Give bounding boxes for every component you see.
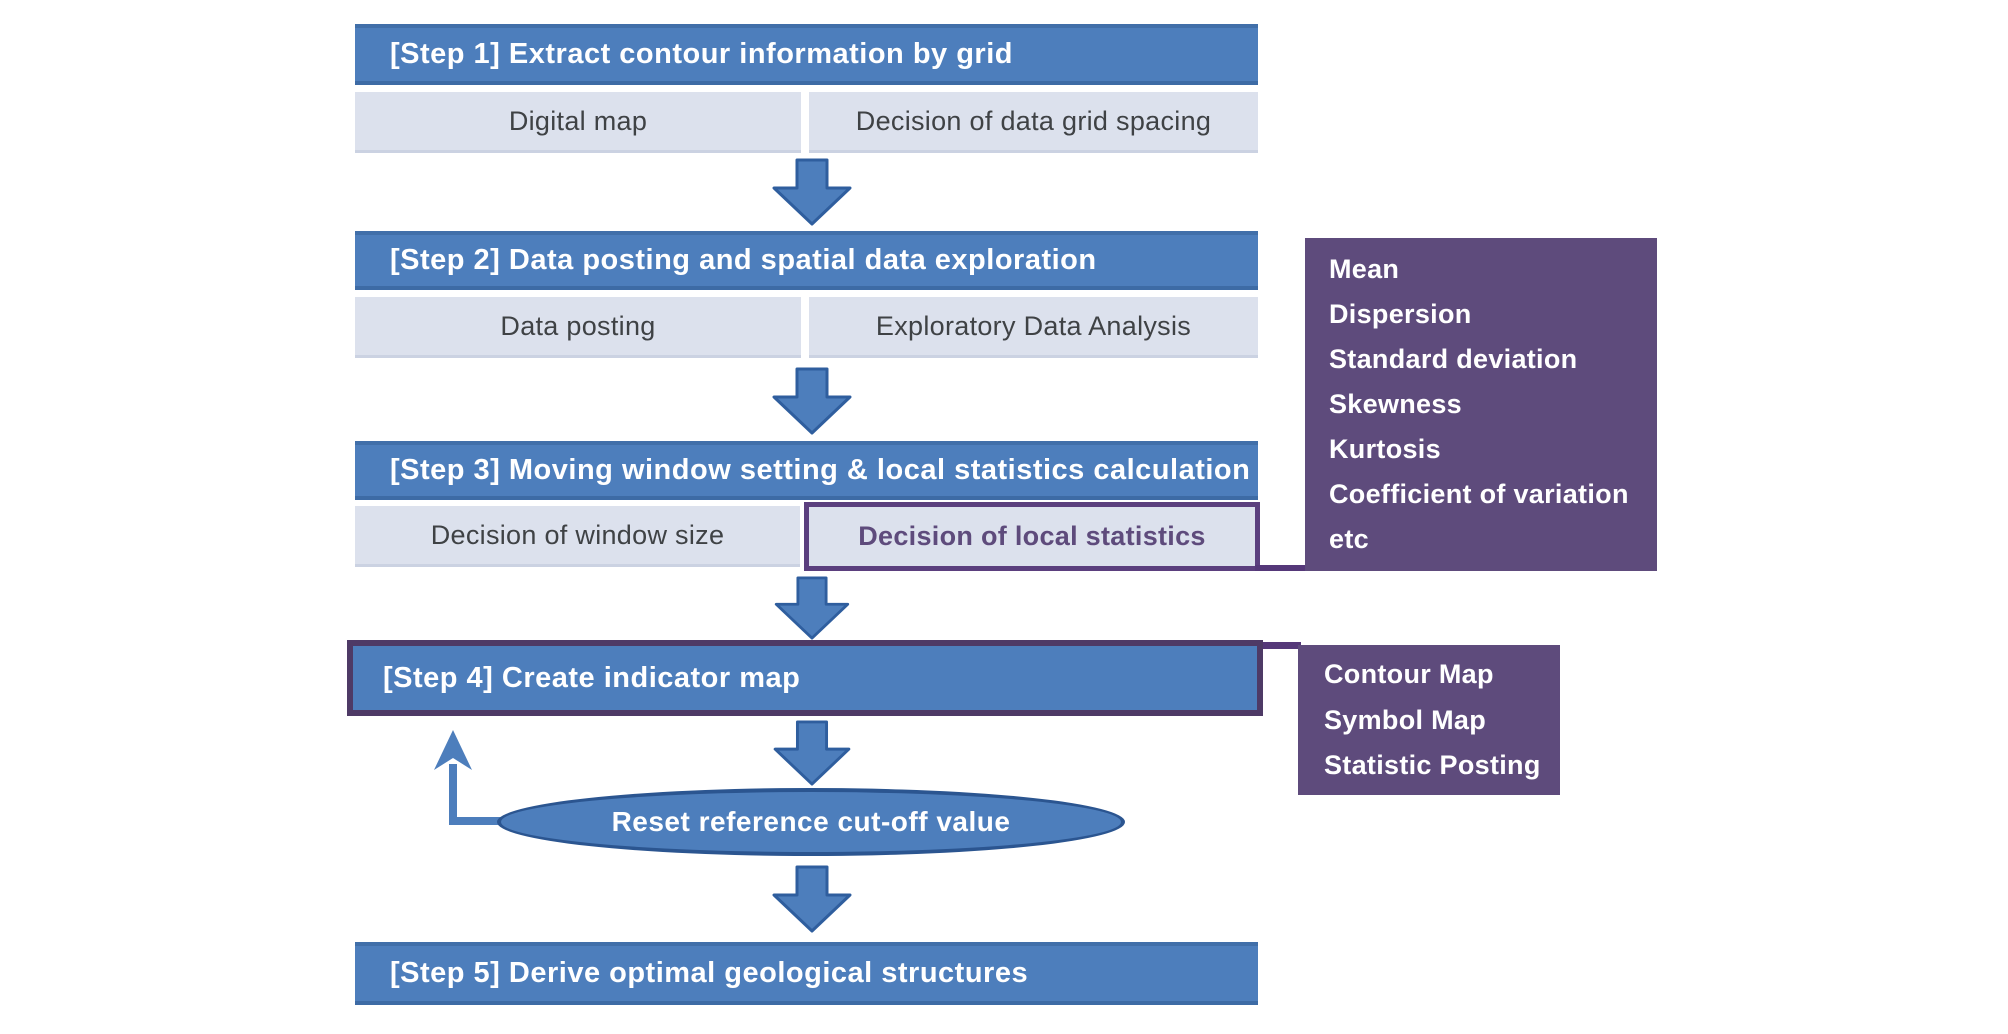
step3-sub-left-label: Decision of window size bbox=[430, 519, 725, 550]
down-arrow-icon bbox=[772, 862, 852, 936]
step3-label: [Step 3] Moving window setting & local s… bbox=[390, 454, 1251, 486]
step3-sub-window-size: Decision of window size bbox=[355, 506, 800, 567]
map-item: Symbol Map bbox=[1324, 704, 1487, 735]
step4-label: [Step 4] Create indicator map bbox=[383, 661, 801, 694]
reset-cutoff-ellipse: Reset reference cut-off value bbox=[497, 788, 1125, 856]
statistics-panel: Mean Dispersion Standard deviation Skewn… bbox=[1305, 238, 1657, 571]
connector-line-statistics bbox=[1255, 565, 1307, 571]
step3-header: [Step 3] Moving window setting & local s… bbox=[355, 441, 1258, 500]
stat-item: Skewness bbox=[1329, 389, 1462, 419]
step2-label: [Step 2] Data posting and spatial data e… bbox=[390, 244, 1097, 276]
stat-item: Mean bbox=[1329, 254, 1400, 284]
step4-header: [Step 4] Create indicator map bbox=[353, 646, 1257, 710]
reset-cutoff-label: Reset reference cut-off value bbox=[611, 806, 1011, 837]
step2-sub-left-label: Data posting bbox=[500, 310, 656, 341]
map-item: Statistic Posting bbox=[1324, 750, 1541, 780]
stat-item: etc bbox=[1329, 524, 1369, 554]
step1-sub-right-label: Decision of data grid spacing bbox=[855, 105, 1212, 136]
step4-bar: [Step 4] Create indicator map bbox=[347, 640, 1263, 716]
step1-header: [Step 1] Extract contour information by … bbox=[355, 24, 1258, 85]
step3-sub-right-label: Decision of local statistics bbox=[858, 521, 1206, 551]
step1-label: [Step 1] Extract contour information by … bbox=[390, 38, 1013, 70]
stat-item: Coefficient of variation bbox=[1329, 479, 1629, 509]
step5-label: [Step 5] Derive optimal geological struc… bbox=[390, 957, 1029, 989]
step1-sub-grid-spacing: Decision of data grid spacing bbox=[809, 92, 1258, 153]
down-arrow-icon bbox=[772, 366, 852, 436]
step1-sub-left-label: Digital map bbox=[508, 105, 648, 136]
step2-sub-right-label: Exploratory Data Analysis bbox=[875, 310, 1192, 341]
down-arrow-icon bbox=[772, 720, 852, 786]
down-arrow-icon bbox=[772, 576, 852, 640]
step2-sub-eda: Exploratory Data Analysis bbox=[809, 297, 1258, 358]
step1-sub-digital-map: Digital map bbox=[355, 92, 801, 153]
stat-item: Dispersion bbox=[1329, 299, 1472, 329]
step5-header: [Step 5] Derive optimal geological struc… bbox=[355, 942, 1258, 1005]
down-arrow-icon bbox=[772, 157, 852, 227]
step3-sub-local-statistics: Decision of local statistics bbox=[804, 502, 1260, 571]
map-item: Contour Map bbox=[1324, 659, 1494, 689]
step2-sub-data-posting: Data posting bbox=[355, 297, 801, 358]
loop-back-arrow-icon bbox=[420, 726, 510, 828]
stat-item: Kurtosis bbox=[1329, 434, 1441, 464]
connector-line-maps bbox=[1263, 642, 1301, 649]
stat-item: Standard deviation bbox=[1329, 344, 1578, 374]
step2-header: [Step 2] Data posting and spatial data e… bbox=[355, 231, 1258, 290]
maps-panel: Contour Map Symbol Map Statistic Posting bbox=[1298, 645, 1560, 795]
